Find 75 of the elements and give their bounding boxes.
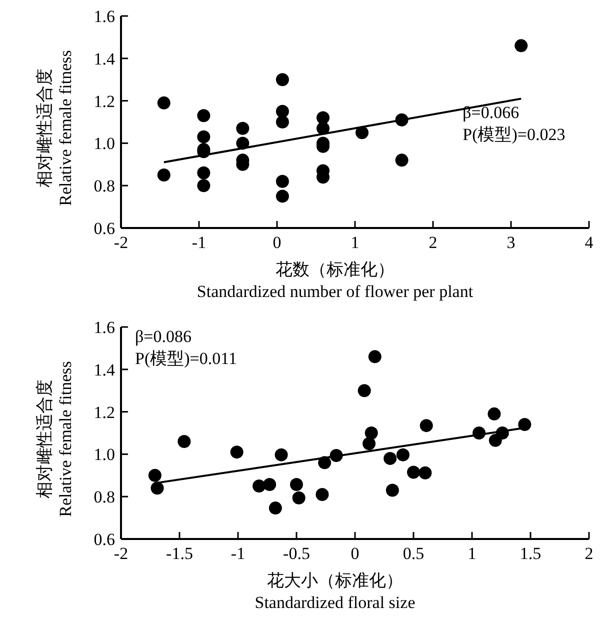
y-tick-label: 0.8 [94,488,115,507]
y-tick-label: 1.0 [94,445,115,464]
point [274,448,288,462]
point [316,122,330,135]
point [514,39,528,52]
point [356,126,369,140]
point [386,484,399,497]
x-axis-title: 花大小（标准化） Standardized floral size [254,571,416,612]
y-tick-label: 1.6 [94,7,115,26]
y-tick-label: 1.4 [94,360,116,380]
x-tick-label: 0.5 [402,544,424,563]
point [395,154,408,167]
point [488,407,501,420]
point [197,166,210,180]
point [358,384,371,398]
x-tick-label: -0.5 [283,544,310,563]
x-tick-label: -2 [114,544,128,563]
point [276,174,289,188]
point [276,104,289,118]
point [420,419,433,432]
point [396,448,410,462]
annotation: P(模型)=0.023 [462,124,566,144]
point [150,482,164,495]
point [268,502,282,515]
x-tick-label: 2 [428,233,438,252]
point [362,437,376,450]
point [276,73,289,86]
x-tick-label: 4 [584,233,594,252]
point [364,426,378,440]
point [276,116,289,128]
point [276,190,289,203]
point [178,434,191,448]
x-tick-label: -1 [192,233,206,252]
y-tick-label: 1.0 [94,134,115,154]
point [518,418,532,432]
x-tick-label: -1 [230,544,246,563]
point [197,109,210,122]
x-tick-label: -1.5 [166,544,193,563]
x-tick-label: 2 [584,544,594,563]
y-tick-label: 0.8 [94,176,115,196]
point [157,168,170,182]
point [407,466,420,479]
point [384,452,397,465]
y-tick-label: 0.6 [94,219,115,238]
x-tick-label: 0 [350,544,360,563]
point [292,491,306,504]
x-tick-label: 1.5 [520,544,542,563]
point [290,478,303,492]
y-tick-label: 1.2 [94,402,115,422]
point [197,130,210,144]
point [263,478,276,492]
point [418,466,432,480]
point [368,350,382,364]
annotation: β=0.066 [462,102,520,122]
y-tick-label: 1.6 [94,318,115,337]
point [197,179,210,192]
point [230,446,244,459]
x-tick-label: -2 [114,233,128,252]
annotation: β=0.086 [135,326,192,346]
y-tick-label: 1.2 [94,92,115,111]
point [236,122,250,135]
x-tick-label: 0 [272,233,282,252]
y-tick-label: 0.6 [94,530,115,549]
point [148,468,162,482]
x-tick-label: 1 [468,544,476,563]
y-tick-label: 1.4 [94,49,116,68]
x-tick-label: 1 [350,233,360,252]
point [316,488,329,501]
x-axis-title: 花数（标准化） Standardized number of flower per plant [196,260,474,301]
point [252,480,266,492]
y-axis-title: 相对雌性适合度 Relative female fitness [35,50,75,206]
y-axis-title: 相对雌性适合度 Relative female fitness [35,361,75,517]
annotation: P(模型)=0.011 [135,348,238,368]
point [157,96,170,110]
x-tick-label: 3 [506,233,516,252]
